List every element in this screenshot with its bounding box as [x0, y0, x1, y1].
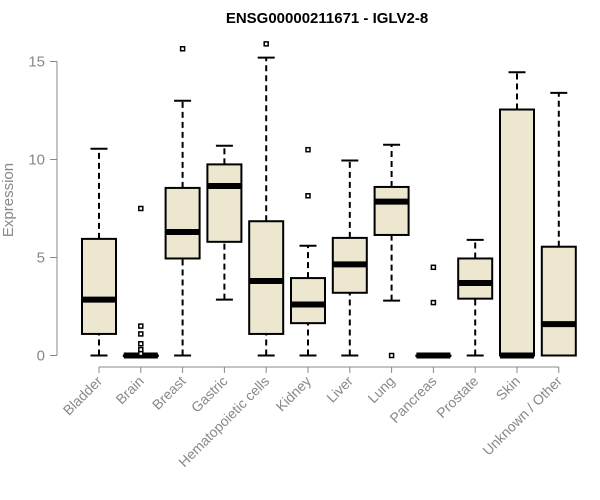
x-tick-label: Unknown / Other — [479, 373, 565, 459]
box-breast — [164, 46, 201, 357]
box-body — [81, 237, 117, 335]
outlier-point — [138, 205, 144, 212]
x-tick-label: Skin — [493, 373, 524, 404]
box-liver — [331, 159, 368, 357]
outlier-point — [138, 340, 144, 347]
box-body — [290, 277, 326, 325]
y-tick-label: 0 — [37, 348, 45, 365]
box-bladder — [81, 147, 117, 357]
outlier-point — [263, 41, 269, 47]
box-body — [457, 257, 494, 300]
box-kidney — [290, 146, 326, 357]
boxes-group — [81, 41, 577, 359]
outlier-point — [179, 46, 186, 52]
outlier-point — [430, 299, 437, 306]
box-body — [499, 108, 535, 357]
box-pancreas — [415, 264, 452, 359]
x-tick-label: Kidney — [273, 373, 315, 415]
box-lung — [373, 143, 410, 359]
y-axis-label: Expression — [0, 163, 17, 237]
box-unknown-other — [540, 91, 577, 357]
x-tick-label: Brain — [112, 373, 146, 407]
box-brain — [122, 205, 159, 359]
x-tick-label: Liver — [323, 373, 356, 406]
y-tick-label: 5 — [37, 250, 45, 267]
box-gastric — [206, 144, 243, 301]
outlier-point — [430, 264, 437, 271]
outlier-point — [138, 323, 144, 329]
outlier-point — [305, 146, 311, 153]
box-body — [164, 186, 201, 260]
box-body — [206, 163, 243, 243]
x-tick-label: Prostate — [433, 373, 481, 421]
x-tick-label: Lung — [364, 373, 397, 406]
outlier-point — [305, 193, 311, 199]
y-tick-label: 15 — [28, 54, 45, 71]
box-prostate — [457, 238, 494, 357]
box-skin — [499, 71, 535, 359]
box-body — [248, 220, 285, 335]
chart-title: ENSG00000211671 - IGLV2-8 — [226, 10, 428, 27]
x-tick-label: Bladder — [60, 373, 106, 419]
outlier-point — [138, 346, 144, 353]
outlier-point — [138, 331, 144, 337]
y-axis: 0 5 10 15 — [28, 54, 58, 365]
outlier-point — [388, 352, 395, 359]
box-hematopoietic-cells — [248, 41, 285, 357]
y-tick-label: 10 — [28, 152, 45, 169]
box-body — [373, 185, 410, 236]
x-tick-label: Breast — [149, 373, 189, 413]
box-body — [540, 245, 577, 357]
